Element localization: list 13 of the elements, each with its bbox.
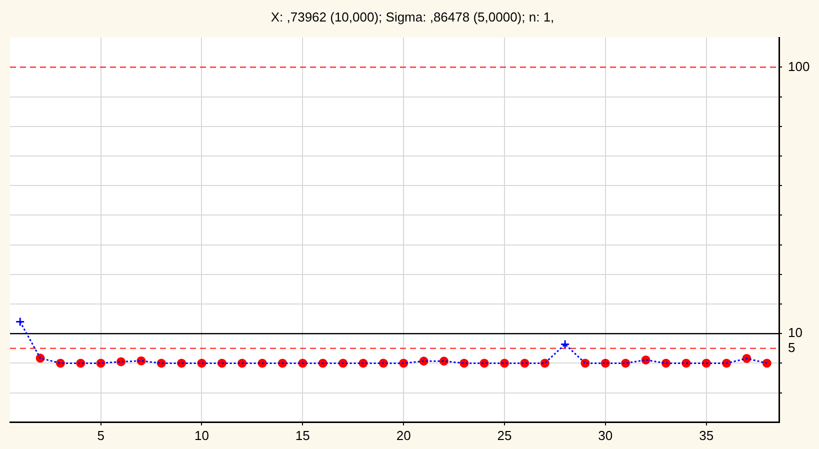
x-tick-label: 10 — [194, 428, 209, 443]
x-tick-label: 25 — [497, 428, 512, 443]
x-tick-label: 5 — [97, 428, 104, 443]
chart-title: X: ,73962 (10,000); Sigma: ,86478 (5,0000); n: 1, — [270, 9, 554, 24]
point — [560, 340, 570, 350]
y-tick-label: 100 — [788, 58, 810, 74]
x-tick-label: 30 — [598, 428, 613, 443]
point — [762, 358, 772, 368]
x-tick-label: 15 — [295, 428, 310, 443]
x-tick-label: 20 — [396, 428, 411, 443]
ref-line-label: 5 — [788, 340, 796, 355]
x-tick-label: 35 — [699, 428, 714, 443]
point — [15, 317, 25, 327]
